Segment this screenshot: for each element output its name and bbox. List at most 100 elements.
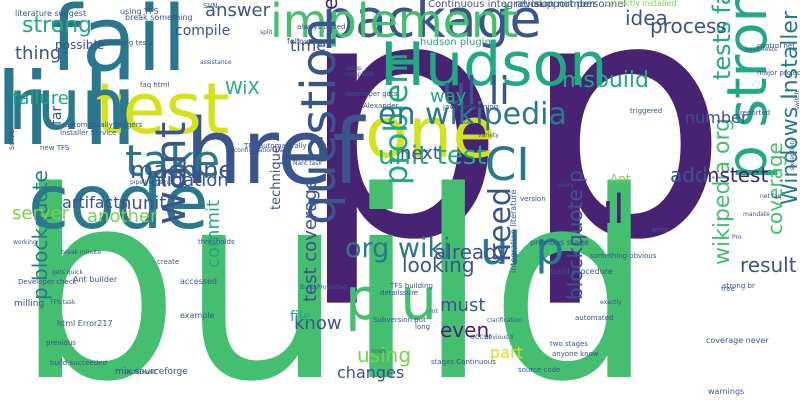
word-en-wikipedia: en wikipedia [378, 97, 567, 132]
word-build-properties: Build Properties [300, 284, 348, 291]
word-number: number [685, 108, 748, 127]
word-lot: lot [430, 308, 438, 315]
word-tests-fail: tests fail [708, 0, 736, 80]
word-way: way [430, 86, 467, 107]
word-previous-stage: previous stage [530, 238, 589, 247]
word-hudson: Hudson [380, 30, 608, 100]
word-package: package [322, 0, 542, 50]
word-changes: changes [337, 363, 405, 382]
word-automatically-triggers: automatically triggers [65, 121, 143, 129]
word-tfs-building: TFS building [390, 282, 433, 290]
word-obvious-li: obvious li [485, 334, 514, 341]
word-assistance: assistance [200, 59, 232, 66]
word-solve: solve [7, 129, 16, 150]
word-break-something: break something [125, 13, 193, 22]
word-build-procedure: build procedure [550, 267, 613, 276]
word-net-faq: net faq [760, 193, 782, 200]
word-failure: failure [12, 88, 69, 109]
word-gets-quick: gets quick [52, 269, 83, 276]
word-ant: Ant [610, 172, 631, 186]
word-java-consuming: java consuming [443, 103, 499, 111]
word-major-project: major project [757, 69, 800, 77]
word-compile: compile [175, 23, 231, 39]
word-nunit: nunit [120, 193, 167, 214]
word-commit: commit [203, 199, 224, 268]
word-installer-service: Installer Service [60, 129, 117, 137]
word-version: version [520, 195, 546, 203]
word-complete: complete [345, 71, 374, 78]
word-ul-p: ul p [480, 222, 564, 275]
word-build: build [15, 137, 655, 400]
word-org-wiki: org wiki [345, 233, 451, 264]
word-occur: occur [470, 332, 493, 341]
word-know: know [294, 313, 342, 334]
word-break-minute: break minute [61, 249, 102, 256]
word-exception: exception [789, 140, 796, 170]
word-strong-br: strong br [723, 282, 755, 290]
word-faq-html: faq html [140, 81, 170, 89]
word-idea: idea [625, 6, 668, 30]
word-thresholds: thresholds [198, 238, 235, 246]
word-p: p [520, 0, 730, 312]
word-mix-sourceforge: mix sourceforge [115, 367, 188, 377]
word-exactly: exactly [600, 299, 622, 306]
word-implement: implement [270, 0, 519, 48]
word-control-net: control net [757, 42, 795, 50]
word-hudson-plugin: hudson plugin [420, 37, 491, 48]
word-free: free [721, 285, 735, 293]
word-accessed: accessed [180, 277, 217, 286]
word-split: split [260, 29, 273, 36]
word-code: code [28, 158, 209, 246]
word-increment: increment [125, 369, 156, 376]
word-new-tfs: new TFS [40, 144, 70, 152]
word-blockquote-p: blockquote p [563, 170, 587, 300]
word-subversion-put: Subversion put [373, 316, 426, 324]
word-basic-tests: basic tests [745, 46, 778, 53]
word-long: long [415, 323, 431, 331]
word-clarification: clarification [487, 317, 523, 324]
word-warnings: warnings [708, 387, 745, 396]
word-variety: variety [478, 132, 499, 139]
word-test: test [95, 68, 230, 150]
word-ant-builder: Ant builder [73, 275, 118, 284]
word-file: file [290, 309, 312, 325]
word-part: part [490, 343, 523, 362]
word-something-obvious: something obvious [590, 252, 657, 260]
word-previous: previous [46, 339, 76, 347]
word-p-ul: p ul [345, 265, 454, 333]
word-working: working [13, 239, 37, 246]
word-tfs-automatically: TFS automatically [244, 142, 307, 150]
word-following: following [287, 37, 323, 46]
word-must: must [440, 295, 486, 316]
word-one: one [365, 92, 496, 174]
word-setup: setup [345, 65, 362, 72]
word-switch: switch [794, 90, 800, 110]
word-create: create [157, 258, 180, 266]
word-strong: strong [22, 13, 93, 38]
word-another: another [87, 206, 158, 227]
word-li-ul: li ul [553, 187, 625, 233]
word-details: details [380, 289, 404, 297]
word-developer-gets: developer gets [345, 90, 398, 98]
word-using: using [357, 343, 412, 367]
word-server: server [12, 203, 69, 224]
word-error: error [652, 226, 669, 234]
word-two-stages: two stages [550, 340, 589, 348]
word-unit-test: unit test [378, 141, 487, 171]
word-developer-check: Developer check [18, 278, 77, 286]
word-even: even [440, 318, 490, 342]
word-stages-continuous: stages Continuous [431, 358, 496, 366]
word-configuration-page: configuration page [234, 147, 291, 154]
word-sure: sure [403, 289, 419, 297]
word-run: run [8, 64, 126, 146]
word-support-personnel: support personnel [535, 0, 627, 10]
word-build-succeeded: build succeeded [50, 359, 108, 367]
word-svn: SVN [203, 2, 218, 10]
word-result: result [740, 253, 797, 277]
word-triggered: triggered [630, 107, 663, 115]
word-correctly-installed: correctly installed [605, 0, 677, 8]
word-possible: possible [55, 38, 105, 52]
word-source-code: source code [518, 366, 561, 374]
word-technique: technique [269, 145, 284, 210]
